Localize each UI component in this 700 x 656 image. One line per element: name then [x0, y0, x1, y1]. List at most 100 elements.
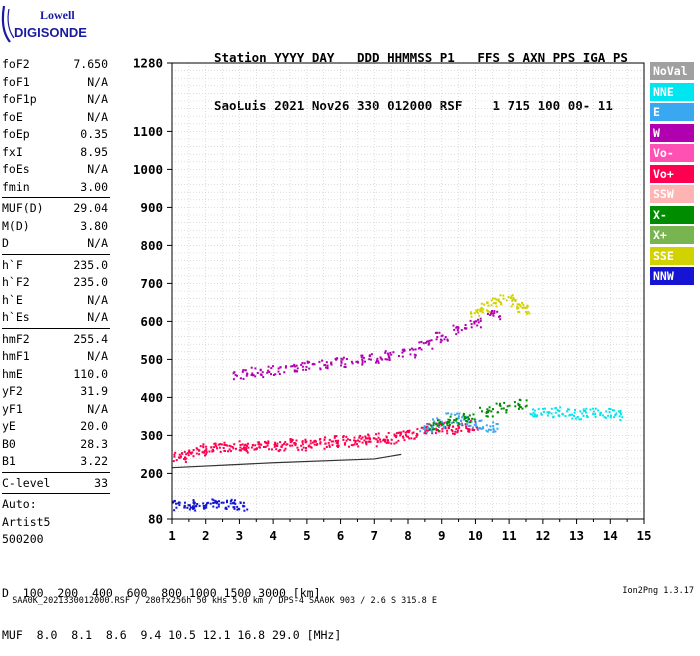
data-point — [462, 413, 476, 424]
series-w — [232, 310, 502, 381]
data-point — [172, 499, 186, 512]
data-point — [273, 441, 288, 453]
series-e — [419, 412, 499, 434]
legend-item-xminus: X- — [650, 205, 694, 224]
param-row: foEs N/A — [2, 161, 110, 179]
legend-item-xplus: X+ — [650, 226, 694, 244]
param-label: fxI — [2, 144, 23, 159]
data-point — [571, 408, 585, 421]
param-row: foEp 0.35 — [2, 126, 110, 144]
param-value: 3.80 — [80, 218, 108, 233]
data-point — [434, 331, 449, 344]
param-value: 110.0 — [73, 366, 108, 381]
param-separator — [2, 253, 110, 255]
legend-item-nnw: NNW — [650, 267, 694, 285]
series-nne — [529, 406, 624, 421]
x-tick-label: 7 — [371, 528, 379, 543]
data-point — [583, 407, 597, 419]
muf-row: MUF 8.0 8.1 8.6 9.4 10.5 12.1 16.8 29.0 … — [2, 628, 341, 642]
data-point — [333, 435, 348, 447]
param-row: h`E N/A — [2, 292, 110, 310]
x-tick-label: 6 — [337, 528, 345, 543]
x-tick-label: 13 — [569, 528, 584, 543]
data-point — [232, 369, 249, 381]
param-label: hmE — [2, 366, 23, 381]
y-tick-label: 300 — [140, 428, 163, 443]
series-nnw — [172, 498, 249, 512]
legend-item-e: E — [650, 103, 694, 121]
legend-item-vominus: Vo- — [650, 144, 694, 162]
virtual-height-trace — [171, 453, 402, 469]
param-label: D — [2, 236, 9, 250]
file-info-line: SAA0K_2021330012000.RSF / 280fx256h 50 k… — [2, 586, 698, 616]
legend-item-voplus: Vo+ — [650, 164, 694, 183]
data-point — [253, 441, 268, 451]
param-separator — [2, 327, 110, 329]
c-level-value: 33 — [94, 475, 108, 490]
param-value: 235.0 — [73, 275, 108, 289]
series-voplus — [172, 419, 481, 463]
param-label: h`F — [2, 257, 23, 272]
param-label: h`E — [2, 292, 23, 307]
param-value: N/A — [87, 236, 108, 250]
data-point — [417, 339, 434, 351]
param-row: h`F 235.0 — [2, 257, 110, 275]
data-point — [300, 360, 316, 371]
param-row: fxI 8.95 — [2, 144, 110, 162]
param-label: yF2 — [2, 384, 23, 398]
header-values: SaoLuis 2021 Nov26 330 012000 RSF 1 715 … — [214, 98, 613, 113]
data-point — [452, 324, 468, 336]
y-tick-label: 1280 — [133, 56, 163, 71]
data-point — [472, 419, 488, 431]
param-row: hmF2 255.4 — [2, 331, 110, 349]
data-point — [313, 436, 327, 446]
x-tick-label: 10 — [468, 528, 483, 543]
param-label: B0 — [2, 436, 16, 451]
param-row: h`F2 235.0 — [2, 274, 110, 292]
param-value: N/A — [87, 401, 108, 416]
polarization-legend: NoVal NNE E W Vo- Vo+ SSW X- X+ SSE NNW — [650, 62, 694, 288]
x-tick-label: 4 — [269, 528, 277, 543]
param-label: MUF(D) — [2, 201, 44, 215]
param-value: 28.3 — [80, 436, 108, 451]
param-value: N/A — [87, 349, 108, 363]
legend-item-noval: NoVal — [650, 62, 694, 80]
param-value: 20.0 — [80, 419, 108, 433]
param-value: 29.04 — [73, 201, 108, 215]
data-point — [485, 421, 499, 433]
legend-item-ssw: SSW — [650, 185, 694, 203]
param-row: foF2 7.650 — [2, 56, 110, 74]
c-level-label: C-level — [2, 475, 51, 490]
param-value: 3.22 — [80, 454, 108, 468]
param-label: hmF2 — [2, 331, 30, 346]
data-point — [395, 430, 410, 442]
param-label: yE — [2, 419, 16, 433]
x-tick-label: 2 — [202, 528, 210, 543]
y-tick-label: 900 — [140, 200, 163, 215]
data-point — [513, 398, 528, 410]
data-point — [495, 401, 511, 414]
data-point — [304, 438, 318, 449]
station-header: Station YYYY DAY DDD HHMMSS P1 FFS S AXN… — [214, 18, 628, 130]
data-point — [222, 441, 237, 453]
data-point — [172, 451, 188, 463]
x-tick-label: 15 — [636, 528, 651, 543]
distance-row: D 100 200 400 600 800 1000 1500 3000 [km… — [2, 586, 341, 600]
param-row: yF1 N/A — [2, 401, 110, 419]
y-tick-label: 600 — [140, 314, 163, 329]
param-row: hmE 110.0 — [2, 366, 110, 384]
data-point — [350, 354, 366, 366]
param-label: M(D) — [2, 218, 30, 233]
data-point — [404, 429, 419, 440]
param-value: 3.00 — [80, 179, 108, 194]
data-point — [233, 501, 249, 512]
x-tick-label: 12 — [535, 528, 550, 543]
data-point — [385, 433, 398, 445]
data-point — [469, 317, 482, 329]
param-label: fmin — [2, 179, 30, 194]
data-point — [183, 449, 195, 461]
data-point — [597, 408, 612, 419]
param-value: 31.9 — [80, 384, 108, 398]
param-row: M(D) 3.80 — [2, 218, 110, 236]
param-value: N/A — [87, 74, 108, 89]
